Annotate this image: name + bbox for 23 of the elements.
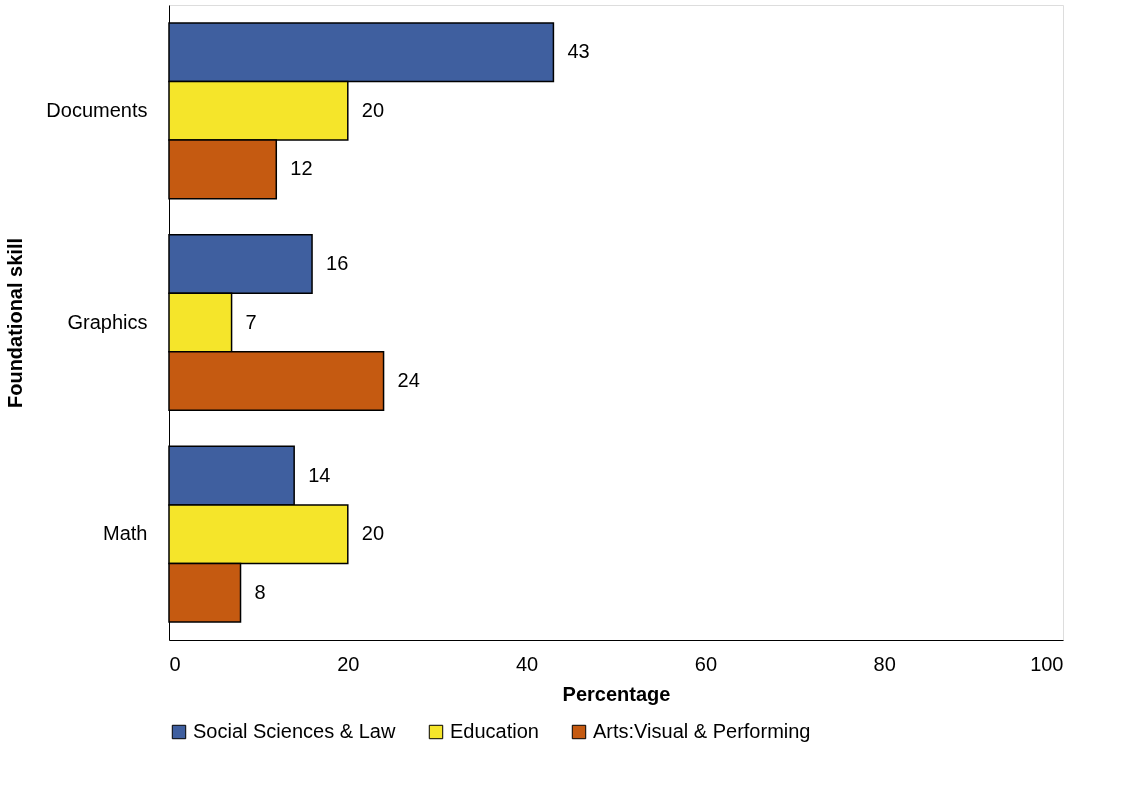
data-label: 7 xyxy=(245,310,257,333)
x-tick-label: 80 xyxy=(873,652,896,675)
data-label: 12 xyxy=(290,157,313,180)
x-tick-label: 40 xyxy=(515,652,539,675)
data-label: 14 xyxy=(308,463,331,486)
x-tick-label: 60 xyxy=(694,652,718,675)
y-tick-label: Graphics xyxy=(67,310,148,333)
legend-label: Arts:Visual & Performing xyxy=(593,720,811,742)
data-label: 43 xyxy=(567,40,590,63)
y-axis-title: Foundational skill xyxy=(4,237,27,409)
legend-label: Education xyxy=(450,720,539,742)
x-tick-label: 100 xyxy=(1030,652,1064,675)
data-label: 24 xyxy=(397,369,420,392)
data-label: 8 xyxy=(254,580,266,603)
data-label: 20 xyxy=(361,522,385,545)
data-label: 20 xyxy=(361,98,385,121)
y-tick-label: Math xyxy=(103,522,148,545)
y-tick-label: Documents xyxy=(46,98,148,121)
x-tick-label: 0 xyxy=(169,652,181,675)
legend-label: Social Sciences & Law xyxy=(193,720,396,742)
data-label: 16 xyxy=(326,251,349,274)
x-tick-label: 20 xyxy=(337,652,360,675)
x-axis-title: Percentage xyxy=(562,682,671,705)
